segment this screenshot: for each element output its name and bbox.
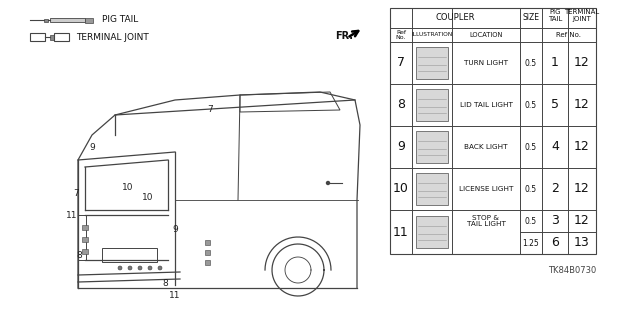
Circle shape xyxy=(118,266,122,270)
Text: 3: 3 xyxy=(551,214,559,227)
Text: 7: 7 xyxy=(397,56,405,70)
Text: BACK LIGHT: BACK LIGHT xyxy=(464,144,508,150)
Text: 9: 9 xyxy=(397,140,405,153)
Circle shape xyxy=(158,266,162,270)
Circle shape xyxy=(128,266,132,270)
Text: 0.5: 0.5 xyxy=(525,184,537,194)
Bar xyxy=(50,34,54,40)
Bar xyxy=(416,89,448,121)
Text: 0.5: 0.5 xyxy=(525,100,537,109)
Text: 8: 8 xyxy=(76,250,82,259)
Bar xyxy=(50,18,85,22)
Text: 10: 10 xyxy=(122,182,134,191)
Bar xyxy=(30,33,45,41)
Text: TURN LIGHT: TURN LIGHT xyxy=(464,60,508,66)
Bar xyxy=(82,225,88,230)
Text: Ref
No.: Ref No. xyxy=(396,30,406,40)
Bar xyxy=(416,47,448,79)
Bar xyxy=(205,250,210,255)
Bar xyxy=(416,131,448,163)
Text: 9: 9 xyxy=(172,226,178,234)
Text: 4: 4 xyxy=(551,140,559,153)
Text: 10: 10 xyxy=(393,182,409,196)
Circle shape xyxy=(326,182,330,184)
Bar xyxy=(82,237,88,242)
Text: 8: 8 xyxy=(162,278,168,287)
Text: 7: 7 xyxy=(207,105,213,114)
Bar xyxy=(102,248,157,262)
Text: 11: 11 xyxy=(393,226,409,239)
Text: 6: 6 xyxy=(551,236,559,249)
Text: TK84B0730: TK84B0730 xyxy=(548,266,596,275)
Bar xyxy=(416,216,448,248)
Text: 1.25: 1.25 xyxy=(523,239,540,248)
Bar xyxy=(78,215,86,260)
Text: 11: 11 xyxy=(67,211,77,219)
Bar xyxy=(44,19,48,21)
Text: 5: 5 xyxy=(551,99,559,112)
Text: 12: 12 xyxy=(574,182,590,196)
Text: LOCATION: LOCATION xyxy=(469,32,502,38)
Bar xyxy=(54,33,69,41)
Text: 12: 12 xyxy=(574,56,590,70)
Text: 0.5: 0.5 xyxy=(525,143,537,152)
Bar xyxy=(82,249,88,254)
Text: FR.: FR. xyxy=(335,31,353,41)
Text: SIZE: SIZE xyxy=(522,13,540,23)
Text: 12: 12 xyxy=(574,214,590,227)
Text: LID TAIL LIGHT: LID TAIL LIGHT xyxy=(460,102,513,108)
Bar xyxy=(205,240,210,245)
Text: 2: 2 xyxy=(551,182,559,196)
Text: ILLUSTRATION: ILLUSTRATION xyxy=(412,33,452,38)
Text: 12: 12 xyxy=(574,99,590,112)
Circle shape xyxy=(138,266,142,270)
Text: 0.5: 0.5 xyxy=(525,217,537,226)
Text: PIG TAIL: PIG TAIL xyxy=(102,16,138,25)
Bar xyxy=(390,8,596,254)
Text: Ref No.: Ref No. xyxy=(557,32,582,38)
Text: 1: 1 xyxy=(551,56,559,70)
Text: 0.5: 0.5 xyxy=(525,58,537,68)
Text: 8: 8 xyxy=(397,99,405,112)
Text: STOP &
TAIL LIGHT: STOP & TAIL LIGHT xyxy=(467,214,506,227)
Bar xyxy=(416,173,448,205)
Text: 7: 7 xyxy=(73,189,79,197)
Text: PIG
TAIL: PIG TAIL xyxy=(548,9,562,22)
Bar xyxy=(85,18,93,23)
Text: TERMINAL
JOINT: TERMINAL JOINT xyxy=(564,9,600,22)
Text: 11: 11 xyxy=(169,291,180,300)
Text: 9: 9 xyxy=(89,144,95,152)
Text: TERMINAL JOINT: TERMINAL JOINT xyxy=(76,33,148,41)
Text: 10: 10 xyxy=(142,194,154,203)
Text: 13: 13 xyxy=(574,236,590,249)
Text: COUPLER: COUPLER xyxy=(435,13,475,23)
Text: LICENSE LIGHT: LICENSE LIGHT xyxy=(459,186,513,192)
Text: 12: 12 xyxy=(574,140,590,153)
Circle shape xyxy=(148,266,152,270)
Bar xyxy=(205,260,210,265)
